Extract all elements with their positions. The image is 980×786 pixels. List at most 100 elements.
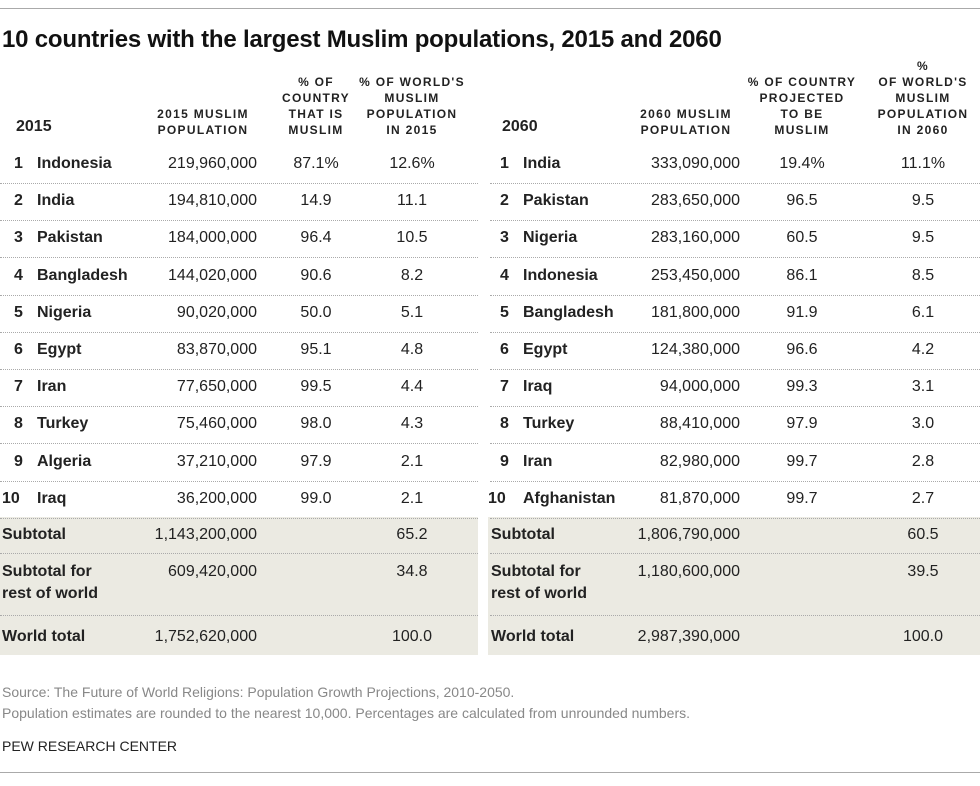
- row-divider: [0, 443, 478, 445]
- pct-country-muslim: 95.1: [300, 341, 332, 358]
- muslim-population: 82,980,000: [659, 452, 740, 470]
- pct-world-muslim: 4.4: [400, 378, 424, 396]
- pct-world-muslim: 6.1: [911, 303, 935, 321]
- muslim-population: 81,870,000: [659, 489, 740, 507]
- chart-title: 10 countries with the largest Muslim pop…: [2, 26, 722, 53]
- rank: 1: [500, 155, 509, 172]
- column-header-line: 2015 MUSLIM: [157, 107, 249, 121]
- row-divider: [490, 369, 980, 370]
- total-divider: [490, 615, 980, 616]
- pct-country-muslim: 50.0: [300, 303, 332, 321]
- column-header-line: MUSLIM: [384, 91, 440, 105]
- total-population: 1,180,600,000: [637, 563, 740, 580]
- pct-country-muslim: 96.6: [786, 341, 818, 358]
- rank: 8: [14, 415, 23, 433]
- column-header-line: % OF WORLD'S: [359, 75, 465, 89]
- pct-country-muslim: 96.5: [786, 192, 818, 210]
- muslim-population: 283,650,000: [651, 192, 740, 210]
- total-label: rest of world: [2, 585, 99, 602]
- muslim-population: 88,410,000: [659, 415, 740, 433]
- column-header-line: OF WORLD'S: [878, 75, 968, 89]
- rank: 6: [500, 341, 509, 358]
- total-label: rest of world: [491, 585, 588, 602]
- country-name: Afghanistan: [523, 489, 616, 507]
- pct-country-muslim: 97.9: [300, 452, 332, 470]
- year-label: 2015: [16, 118, 52, 135]
- pct-world-muslim: 5.1: [400, 303, 424, 321]
- column-header-line: MUSLIM: [774, 123, 830, 137]
- column-header: % OF COUNTRY PROJECTED TO BE MUSLIM: [742, 74, 862, 138]
- rank: 1: [14, 155, 23, 172]
- source-note: Source: The Future of World Religions: P…: [2, 684, 515, 700]
- row-divider: [490, 331, 980, 333]
- pct-world-muslim: 9.5: [911, 192, 935, 210]
- pct-world-muslim: 9.5: [911, 229, 935, 247]
- country-name: India: [523, 155, 561, 172]
- row-divider: [490, 183, 980, 184]
- country-name: India: [37, 192, 75, 210]
- column-header-line: IN 2015: [386, 123, 438, 137]
- row-divider: [490, 443, 980, 445]
- country-name: Indonesia: [523, 266, 598, 284]
- pct-country-muslim: 99.7: [786, 489, 818, 507]
- row-divider: [490, 406, 980, 408]
- pew-research-center-credit: PEW RESEARCH CENTER: [2, 738, 178, 754]
- row-divider: [0, 331, 478, 333]
- pct-world-muslim: 11.1%: [900, 155, 946, 172]
- row-divider: [490, 257, 980, 259]
- pct-world-muslim: 2.8: [911, 452, 935, 470]
- pct-country-muslim: 86.1: [786, 266, 818, 284]
- total-label: Subtotal: [491, 526, 555, 543]
- column-header-line: THAT IS: [288, 107, 344, 121]
- rank: 9: [500, 452, 509, 470]
- total-pct-world: 39.5: [907, 563, 939, 580]
- pct-country-muslim: 99.5: [300, 378, 332, 396]
- column-header-line: % OF: [298, 75, 334, 89]
- pct-world-muslim: 12.6%: [389, 155, 435, 172]
- rank: 10: [2, 489, 20, 507]
- row-divider: [490, 220, 980, 222]
- muslim-population: 333,090,000: [651, 155, 740, 172]
- pct-country-muslim: 99.0: [300, 489, 332, 507]
- total-pct-world: 34.8: [396, 563, 428, 580]
- rank: 9: [14, 452, 23, 470]
- rank: 6: [14, 341, 23, 358]
- total-pct-world: 100.0: [902, 628, 944, 645]
- pct-world-muslim: 3.1: [911, 378, 935, 396]
- total-population: 1,752,620,000: [154, 628, 257, 645]
- row-divider: [0, 183, 478, 184]
- total-divider: [0, 615, 478, 616]
- country-name: Bangladesh: [523, 303, 614, 321]
- rank: 4: [14, 266, 23, 284]
- country-name: Turkey: [523, 415, 575, 433]
- column-header-line: POPULATION: [157, 123, 249, 137]
- rank: 7: [500, 378, 509, 396]
- total-label: Subtotal: [2, 526, 66, 543]
- rank: 3: [500, 229, 509, 247]
- column-header: 2015 MUSLIM POPULATION: [143, 106, 263, 138]
- country-name: Algeria: [37, 452, 92, 470]
- muslim-population: 253,450,000: [651, 266, 740, 284]
- rank: 3: [14, 229, 23, 247]
- column-header: % OF WORLD'S MUSLIM POPULATION IN 2015: [352, 74, 472, 138]
- muslim-population: 75,460,000: [176, 415, 257, 433]
- rank: 8: [500, 415, 509, 433]
- muslim-population: 37,210,000: [176, 452, 257, 470]
- country-name: Iraq: [523, 378, 553, 396]
- muslim-population: 77,650,000: [176, 378, 257, 396]
- pct-country-muslim: 87.1%: [293, 155, 339, 172]
- pct-world-muslim: 4.2: [911, 341, 935, 358]
- rank: 5: [500, 303, 509, 321]
- column-header: 2060 MUSLIM POPULATION: [626, 106, 746, 138]
- pct-country-muslim: 90.6: [300, 266, 332, 284]
- pct-world-muslim: 2.1: [400, 452, 424, 470]
- total-pct-world: 65.2: [396, 526, 428, 543]
- row-divider: [490, 480, 980, 482]
- pct-country-muslim: 60.5: [786, 229, 818, 247]
- pct-country-muslim: 96.4: [300, 229, 332, 247]
- row-divider: [0, 220, 478, 222]
- muslim-population: 90,020,000: [176, 303, 257, 321]
- column-header: % OF COUNTRY THAT IS MUSLIM: [256, 74, 376, 138]
- rank: 5: [14, 303, 23, 321]
- column-header-line: POPULATION: [877, 107, 969, 121]
